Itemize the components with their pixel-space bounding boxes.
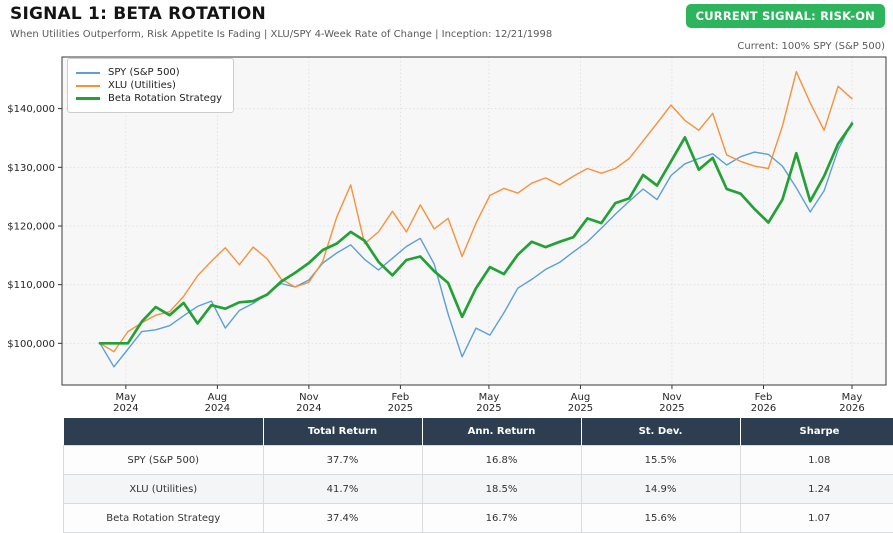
svg-text:$100,000: $100,000 [7,339,55,350]
legend-item-strategy: Beta Rotation Strategy [76,93,222,104]
stats-table: Total Return Ann. Return St. Dev. Sharpe… [63,418,893,533]
strategy-line-swatch-icon [76,97,100,100]
legend-label-spy: SPY (S&P 500) [108,67,180,78]
svg-text:2026: 2026 [839,403,864,413]
header-cell-ann-return: Ann. Return [422,418,581,446]
legend-label-xlu: XLU (Utilities) [108,80,176,91]
svg-text:2025: 2025 [388,403,413,413]
stats-table-header-row: Total Return Ann. Return St. Dev. Sharpe [64,418,893,446]
cell-sharpe: 1.07 [740,504,893,533]
cell-st-dev: 15.6% [581,504,740,533]
table-row-spy: SPY (S&P 500) 37.7% 16.8% 15.5% 1.08 [64,446,893,475]
row-label: SPY (S&P 500) [64,446,264,475]
svg-text:Feb: Feb [755,392,773,403]
header-cell-st-dev: St. Dev. [581,418,740,446]
svg-text:$110,000: $110,000 [7,280,55,291]
header-cell-total-return: Total Return [263,418,422,446]
svg-text:Aug: Aug [208,392,228,403]
row-label: XLU (Utilities) [64,475,264,504]
svg-text:2026: 2026 [751,403,776,413]
cell-total-return: 37.7% [263,446,422,475]
page-title: SIGNAL 1: BETA ROTATION [10,4,266,24]
table-row-xlu: XLU (Utilities) 41.7% 18.5% 14.9% 1.24 [64,475,893,504]
cell-total-return: 41.7% [263,475,422,504]
svg-text:$130,000: $130,000 [7,163,55,174]
table-row-strategy: Beta Rotation Strategy 37.4% 16.7% 15.6%… [64,504,893,533]
legend-item-spy: SPY (S&P 500) [76,67,222,78]
xlu-line-swatch-icon [76,85,100,87]
svg-text:2024: 2024 [113,403,138,413]
svg-text:Nov: Nov [662,392,682,403]
cell-sharpe: 1.24 [740,475,893,504]
cell-ann-return: 16.8% [422,446,581,475]
cell-st-dev: 15.5% [581,446,740,475]
cell-st-dev: 14.9% [581,475,740,504]
svg-text:$120,000: $120,000 [7,221,55,232]
svg-text:Aug: Aug [571,392,591,403]
signal-status-badge: CURRENT SIGNAL: RISK-ON [686,4,885,28]
legend-item-xlu: XLU (Utilities) [76,80,222,91]
legend-label-strategy: Beta Rotation Strategy [108,93,222,104]
svg-text:2025: 2025 [568,403,593,413]
svg-text:May: May [116,392,137,403]
svg-text:$140,000: $140,000 [7,104,55,115]
cell-ann-return: 16.7% [422,504,581,533]
page-subtitle: When Utilities Outperform, Risk Appetite… [10,29,552,40]
cell-ann-return: 18.5% [422,475,581,504]
svg-text:May: May [842,392,863,403]
svg-text:2025: 2025 [659,403,684,413]
svg-text:Feb: Feb [392,392,410,403]
svg-text:2025: 2025 [476,403,501,413]
svg-text:2024: 2024 [296,403,321,413]
svg-text:May: May [479,392,500,403]
cell-total-return: 37.4% [263,504,422,533]
svg-text:Nov: Nov [299,392,319,403]
header-cell-name [64,418,264,446]
header-cell-sharpe: Sharpe [740,418,893,446]
svg-text:2024: 2024 [205,403,230,413]
row-label: Beta Rotation Strategy [64,504,264,533]
cell-sharpe: 1.08 [740,446,893,475]
chart-legend: SPY (S&P 500) XLU (Utilities) Beta Rotat… [67,58,234,113]
spy-line-swatch-icon [76,72,100,74]
